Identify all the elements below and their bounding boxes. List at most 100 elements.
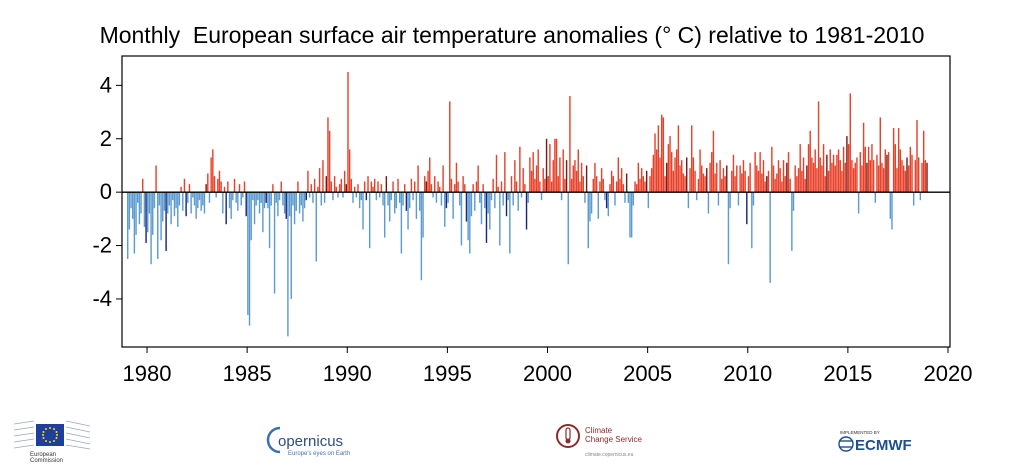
bar	[691, 125, 693, 193]
bar	[889, 192, 892, 219]
bar	[792, 192, 795, 211]
bar	[524, 184, 526, 193]
bar	[896, 168, 898, 193]
bar	[535, 165, 538, 193]
bar	[654, 133, 656, 193]
bar	[746, 192, 748, 225]
bar	[532, 152, 534, 193]
svg-text:ECMWF: ECMWF	[855, 437, 912, 454]
bar	[807, 144, 810, 193]
bar	[764, 181, 766, 193]
bar	[308, 192, 311, 198]
bar	[834, 165, 836, 193]
bar	[595, 176, 598, 193]
bar	[157, 192, 159, 259]
bar	[380, 184, 383, 193]
bar	[644, 181, 646, 193]
bar	[620, 168, 623, 193]
bar	[497, 186, 499, 193]
bar	[360, 192, 363, 201]
bar	[866, 162, 868, 193]
bar	[782, 160, 785, 193]
bar	[627, 192, 630, 203]
bar	[197, 192, 199, 209]
bar	[343, 170, 346, 193]
bar	[739, 165, 741, 193]
bar	[882, 168, 885, 193]
bar	[614, 192, 616, 206]
bar	[879, 117, 881, 193]
bar	[649, 176, 651, 193]
bar	[499, 192, 501, 246]
bar	[697, 178, 700, 193]
bar	[248, 192, 251, 326]
bar	[812, 162, 815, 193]
bar	[869, 160, 871, 193]
bar	[489, 192, 491, 230]
svg-text:climate.copernicus.eu: climate.copernicus.eu	[585, 452, 634, 458]
x-tick-label: 2010	[723, 361, 772, 386]
bar	[876, 154, 878, 193]
bar	[352, 192, 354, 203]
bar	[706, 168, 708, 193]
bar	[714, 173, 716, 193]
bar	[377, 181, 379, 193]
bar	[282, 192, 284, 206]
bar	[594, 162, 596, 193]
bar	[425, 181, 428, 193]
bar	[303, 192, 306, 209]
bar	[310, 184, 312, 193]
bar	[267, 192, 269, 209]
bar	[652, 154, 655, 193]
y-tick-label: -2	[92, 233, 112, 258]
bar	[567, 192, 569, 265]
bar	[505, 192, 508, 217]
bar	[345, 184, 348, 193]
bar	[891, 192, 893, 230]
bar	[852, 168, 855, 193]
bar	[534, 178, 536, 193]
bar	[449, 101, 451, 193]
bar	[358, 192, 361, 209]
bar	[477, 165, 479, 193]
bar	[147, 192, 149, 233]
bar	[335, 186, 338, 193]
bar	[916, 120, 918, 193]
bar	[487, 192, 489, 214]
bar	[824, 176, 826, 193]
bar	[187, 192, 189, 203]
bar	[210, 157, 212, 193]
bar	[752, 192, 755, 206]
bar	[222, 192, 224, 214]
bar	[734, 176, 736, 193]
x-tick-label: 2020	[924, 361, 973, 386]
bar	[617, 157, 620, 193]
bar	[912, 192, 915, 206]
bar	[881, 162, 883, 193]
bar	[390, 192, 393, 201]
bar	[816, 168, 818, 193]
bar	[325, 176, 327, 193]
bar	[919, 192, 922, 201]
bar	[731, 170, 733, 193]
bar	[867, 146, 870, 193]
bar	[922, 130, 925, 193]
bar	[859, 152, 861, 193]
bar	[605, 192, 608, 209]
bar	[300, 192, 302, 206]
c3s-logo: Climate Change Service climate.copernicu…	[555, 420, 665, 460]
bar	[671, 152, 673, 193]
bar	[761, 173, 763, 193]
bar	[295, 192, 297, 211]
bar	[368, 192, 371, 249]
bar	[330, 181, 333, 193]
bar	[223, 186, 226, 193]
bar	[385, 176, 388, 193]
bar	[180, 186, 182, 193]
bar	[138, 192, 141, 225]
bar	[585, 165, 588, 193]
bar	[388, 192, 391, 222]
bar	[429, 157, 431, 193]
bar	[721, 178, 723, 193]
bar	[419, 192, 421, 211]
